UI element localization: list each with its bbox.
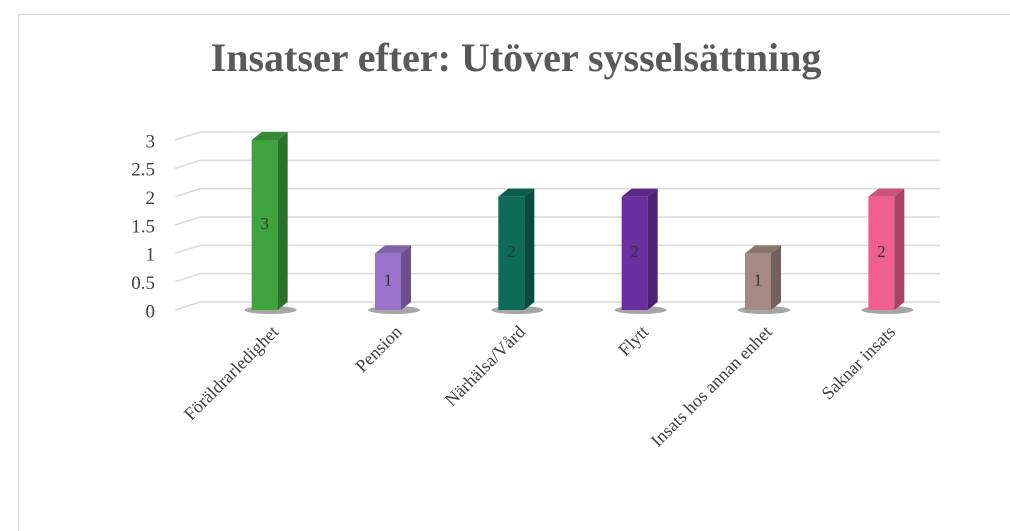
y-tick-label: 3 (146, 131, 156, 152)
bar-top (745, 245, 781, 254)
bar-side (771, 245, 781, 310)
bar-front (375, 253, 401, 310)
bar-top (498, 188, 535, 197)
bar-top (375, 245, 411, 254)
data-label: 1 (384, 271, 393, 290)
grid-line (174, 187, 940, 198)
grid-line (174, 301, 940, 311)
bar-front (498, 196, 525, 310)
bar (251, 132, 288, 310)
bar (745, 245, 781, 310)
data-label: 2 (507, 242, 516, 261)
bar-side (524, 188, 535, 310)
bar (868, 188, 905, 310)
grid-line (174, 244, 940, 255)
bar-front (621, 196, 648, 310)
y-tick-label: 2.5 (131, 160, 155, 181)
y-tick-label: 2 (146, 188, 156, 209)
grid-line (174, 131, 940, 141)
grid-line (174, 272, 940, 283)
bar-front (868, 196, 895, 310)
data-label: 2 (877, 242, 886, 261)
bar-side (401, 245, 411, 310)
bar (498, 188, 535, 310)
bar-side (277, 132, 288, 310)
grid-line (174, 216, 940, 226)
bar-front (251, 140, 278, 310)
chart-title: Insatser efter: Utöver sysselsättning (211, 35, 822, 80)
data-label: 2 (630, 242, 639, 261)
bar-front (745, 253, 771, 310)
data-label: 1 (754, 271, 763, 290)
bar-side (647, 188, 658, 310)
bar (375, 245, 411, 310)
y-tick-label: 0.5 (131, 273, 155, 294)
bar (621, 188, 658, 310)
y-tick-label: 1 (146, 245, 156, 266)
bar-side (894, 188, 905, 310)
y-tick-label: 1.5 (131, 216, 155, 237)
bar-top (868, 188, 905, 197)
grid-line (174, 159, 940, 170)
y-tick-label: 0 (146, 301, 156, 322)
data-label: 3 (260, 214, 269, 233)
bar-top (251, 132, 288, 140)
bar-top (621, 188, 658, 197)
